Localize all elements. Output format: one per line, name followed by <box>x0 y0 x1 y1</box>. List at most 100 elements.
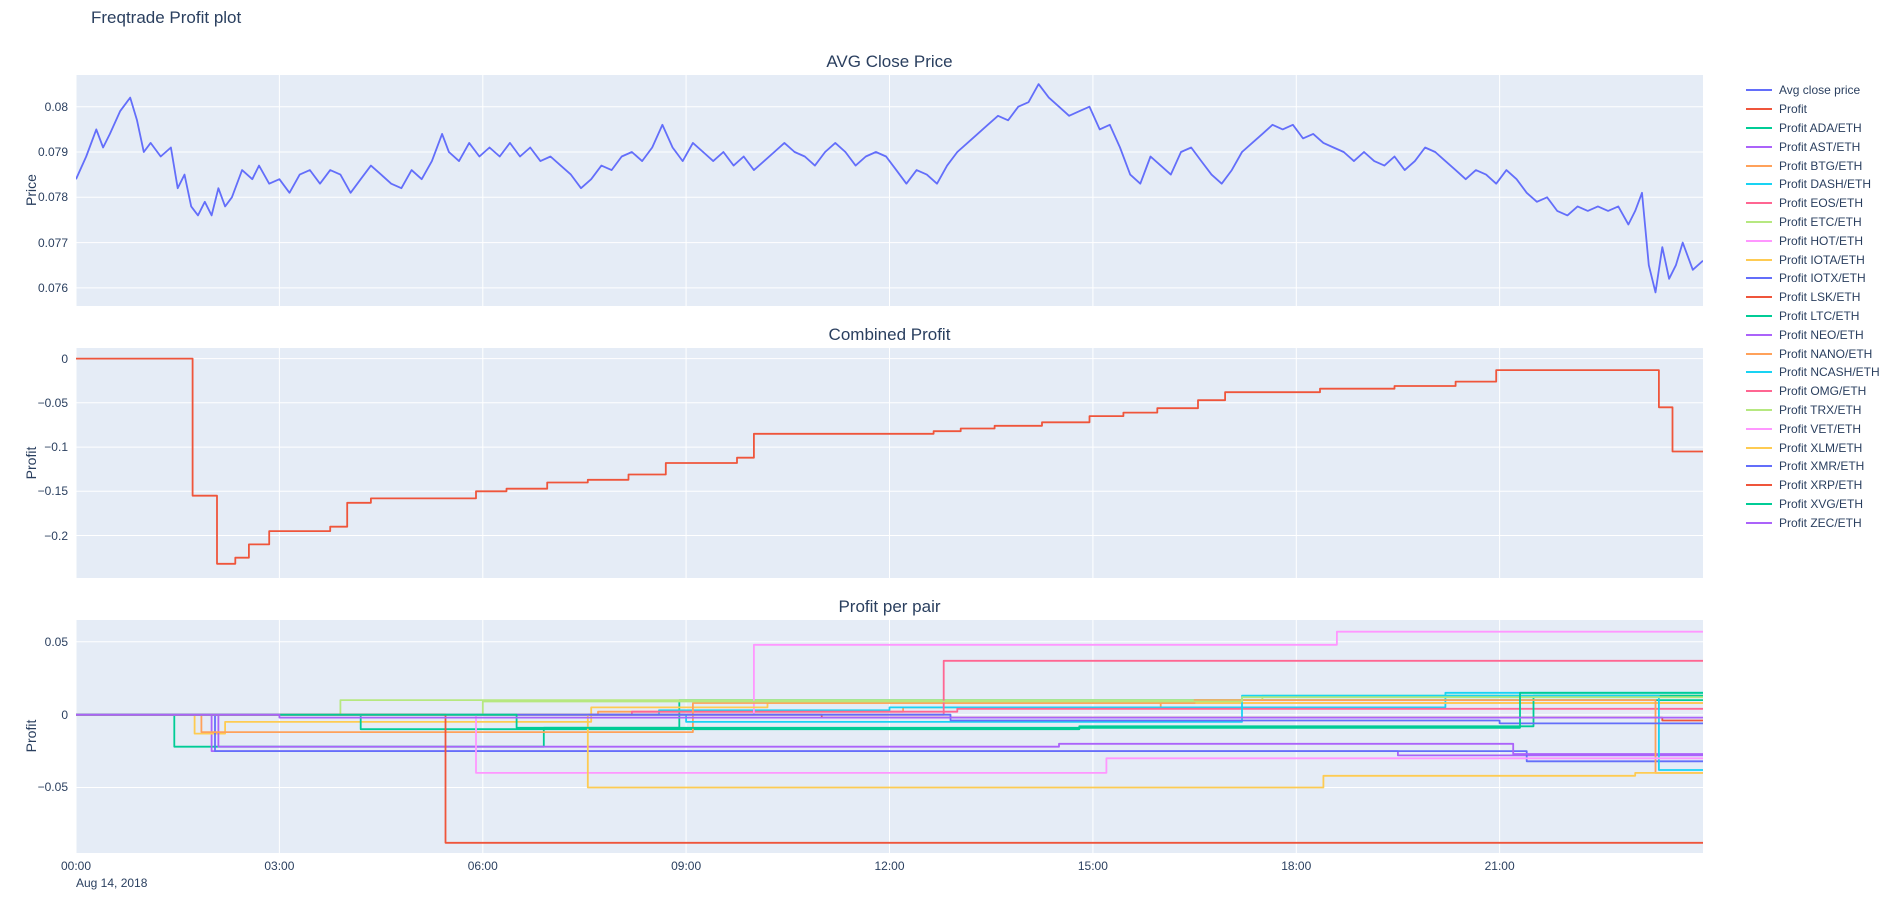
legend-item-profit-zec-eth[interactable]: Profit ZEC/ETH <box>1746 513 1880 532</box>
x-tick-label: 12:00 <box>874 859 905 873</box>
legend-item-profit-iotx-eth[interactable]: Profit IOTX/ETH <box>1746 269 1880 288</box>
series-avg-close-price[interactable] <box>76 83 1703 294</box>
legend-label: Profit HOT/ETH <box>1779 233 1864 248</box>
y-tick-label: 0 <box>61 707 68 722</box>
plot-area-avg-close-price[interactable] <box>76 75 1703 306</box>
y-tick-label: 0.077 <box>37 235 68 250</box>
legend-item-profit-omg-eth[interactable]: Profit OMG/ETH <box>1746 382 1880 401</box>
legend-item-profit-ltc-eth[interactable]: Profit LTC/ETH <box>1746 307 1880 326</box>
legend-line-swatch <box>1746 202 1772 205</box>
x-tick-label: 18:00 <box>1281 859 1312 873</box>
legend-item-profit-etc-eth[interactable]: Profit ETC/ETH <box>1746 213 1880 232</box>
series-profit-neo-eth[interactable] <box>76 713 1703 755</box>
legend-line-swatch <box>1746 296 1772 299</box>
legend-label: Profit LSK/ETH <box>1779 290 1861 305</box>
y-tick-label: −0.05 <box>37 395 68 410</box>
legend-item-profit-iota-eth[interactable]: Profit IOTA/ETH <box>1746 250 1880 269</box>
legend-line-swatch <box>1746 220 1772 223</box>
x-tick-label: 09:00 <box>671 859 702 873</box>
legend-line-swatch <box>1746 183 1772 186</box>
x-axis-date-label: Aug 14, 2018 <box>76 876 148 890</box>
legend-item-profit-ncash-eth[interactable]: Profit NCASH/ETH <box>1746 363 1880 382</box>
legend-item-profit-hot-eth[interactable]: Profit HOT/ETH <box>1746 231 1880 250</box>
series-profit[interactable] <box>76 357 1703 565</box>
series-profit-ada-eth[interactable] <box>76 699 1703 748</box>
legend-line-swatch <box>1746 502 1772 505</box>
legend-label: Profit AST/ETH <box>1779 139 1861 154</box>
legend-label: Profit NEO/ETH <box>1779 327 1864 342</box>
legend-line-swatch <box>1746 465 1772 468</box>
legend-line-swatch <box>1746 239 1772 242</box>
series-profit-iota-eth[interactable] <box>76 702 1703 735</box>
legend-label: Profit ADA/ETH <box>1779 120 1862 135</box>
y-tick-label: 0.076 <box>37 280 68 295</box>
legend-item-profit-xlm-eth[interactable]: Profit XLM/ETH <box>1746 438 1880 457</box>
legend-line-swatch <box>1746 164 1772 167</box>
legend-item-profit-dash-eth[interactable]: Profit DASH/ETH <box>1746 175 1880 194</box>
x-tick-label: 03:00 <box>264 859 295 873</box>
legend-item-profit-ada-eth[interactable]: Profit ADA/ETH <box>1746 119 1880 138</box>
legend-line-swatch <box>1746 126 1772 129</box>
legend-label: Profit <box>1779 102 1808 117</box>
legend-line-swatch <box>1746 427 1772 430</box>
legend-label: Profit LTC/ETH <box>1779 308 1860 323</box>
legend-item-profit-xmr-eth[interactable]: Profit XMR/ETH <box>1746 457 1880 476</box>
legend-line-swatch <box>1746 89 1772 92</box>
legend-line-swatch <box>1746 333 1772 336</box>
legend-line-swatch <box>1746 258 1772 261</box>
legend-label: Profit ZEC/ETH <box>1779 515 1862 530</box>
legend-line-swatch <box>1746 108 1772 111</box>
legend-item-profit-trx-eth[interactable]: Profit TRX/ETH <box>1746 401 1880 420</box>
y-tick-label: 0.08 <box>44 99 68 114</box>
legend-item-profit-ast-eth[interactable]: Profit AST/ETH <box>1746 137 1880 156</box>
legend-label: Profit BTG/ETH <box>1779 158 1863 173</box>
x-tick-label: 21:00 <box>1484 859 1515 873</box>
legend-label: Profit NANO/ETH <box>1779 346 1873 361</box>
y-tick-label: 0.078 <box>37 190 68 205</box>
legend-label: Profit VET/ETH <box>1779 421 1862 436</box>
subplot-title-profit-per-pair: Profit per pair <box>838 597 941 616</box>
x-tick-label: 00:00 <box>60 859 92 873</box>
legend-item-profit-xrp-eth[interactable]: Profit XRP/ETH <box>1746 476 1880 495</box>
series-profit-zec-eth[interactable] <box>76 713 1703 719</box>
legend-label: Profit DASH/ETH <box>1779 177 1872 192</box>
legend-label: Profit XLM/ETH <box>1779 440 1863 455</box>
plot-area-combined-profit[interactable] <box>76 348 1703 578</box>
y-axis-label-profit-per-pair: Profit <box>23 719 39 753</box>
series-profit-xmr-eth[interactable] <box>76 713 1703 725</box>
legend-line-swatch <box>1746 314 1772 317</box>
legend-item-profit-nano-eth[interactable]: Profit NANO/ETH <box>1746 344 1880 363</box>
y-tick-label: −0.05 <box>37 780 68 795</box>
y-tick-label: −0.2 <box>44 528 68 543</box>
legend-line-swatch <box>1746 371 1772 374</box>
x-tick-label: 15:00 <box>1077 859 1108 873</box>
legend-item-profit-vet-eth[interactable]: Profit VET/ETH <box>1746 419 1880 438</box>
legend-line-swatch <box>1746 521 1772 524</box>
legend-item-profit-lsk-eth[interactable]: Profit LSK/ETH <box>1746 288 1880 307</box>
legend-item-profit-btg-eth[interactable]: Profit BTG/ETH <box>1746 156 1880 175</box>
y-tick-label: 0.079 <box>37 145 68 159</box>
series-profit-xlm-eth[interactable] <box>76 713 1703 789</box>
y-tick-label: 0.05 <box>44 634 68 649</box>
legend-line-swatch <box>1746 352 1772 355</box>
legend: Avg close price Profit Profit ADA/ETH Profi… <box>1746 81 1880 532</box>
legend-label: Profit OMG/ETH <box>1779 384 1867 399</box>
legend-item-profit-xvg-eth[interactable]: Profit XVG/ETH <box>1746 495 1880 514</box>
legend-line-swatch <box>1746 390 1772 393</box>
legend-line-swatch <box>1746 277 1772 280</box>
series-profit-xvg-eth[interactable] <box>76 691 1703 729</box>
legend-item-profit-neo-eth[interactable]: Profit NEO/ETH <box>1746 325 1880 344</box>
legend-label: Profit XVG/ETH <box>1779 496 1864 511</box>
legend-label: Profit NCASH/ETH <box>1779 365 1880 380</box>
legend-item-profit-eos-eth[interactable]: Profit EOS/ETH <box>1746 194 1880 213</box>
legend-label: Profit IOTA/ETH <box>1779 252 1865 267</box>
legend-item-profit[interactable]: Profit <box>1746 100 1880 119</box>
legend-line-swatch <box>1746 446 1772 449</box>
plot-area-profit-per-pair[interactable] <box>76 620 1703 853</box>
legend-label: Avg close price <box>1779 83 1861 98</box>
y-tick-label: −0.15 <box>37 484 68 499</box>
legend-item-avg-close-price[interactable]: Avg close price <box>1746 81 1880 100</box>
subplot-title-combined-profit: Combined Profit <box>828 325 951 344</box>
legend-label: Profit XMR/ETH <box>1779 459 1865 474</box>
